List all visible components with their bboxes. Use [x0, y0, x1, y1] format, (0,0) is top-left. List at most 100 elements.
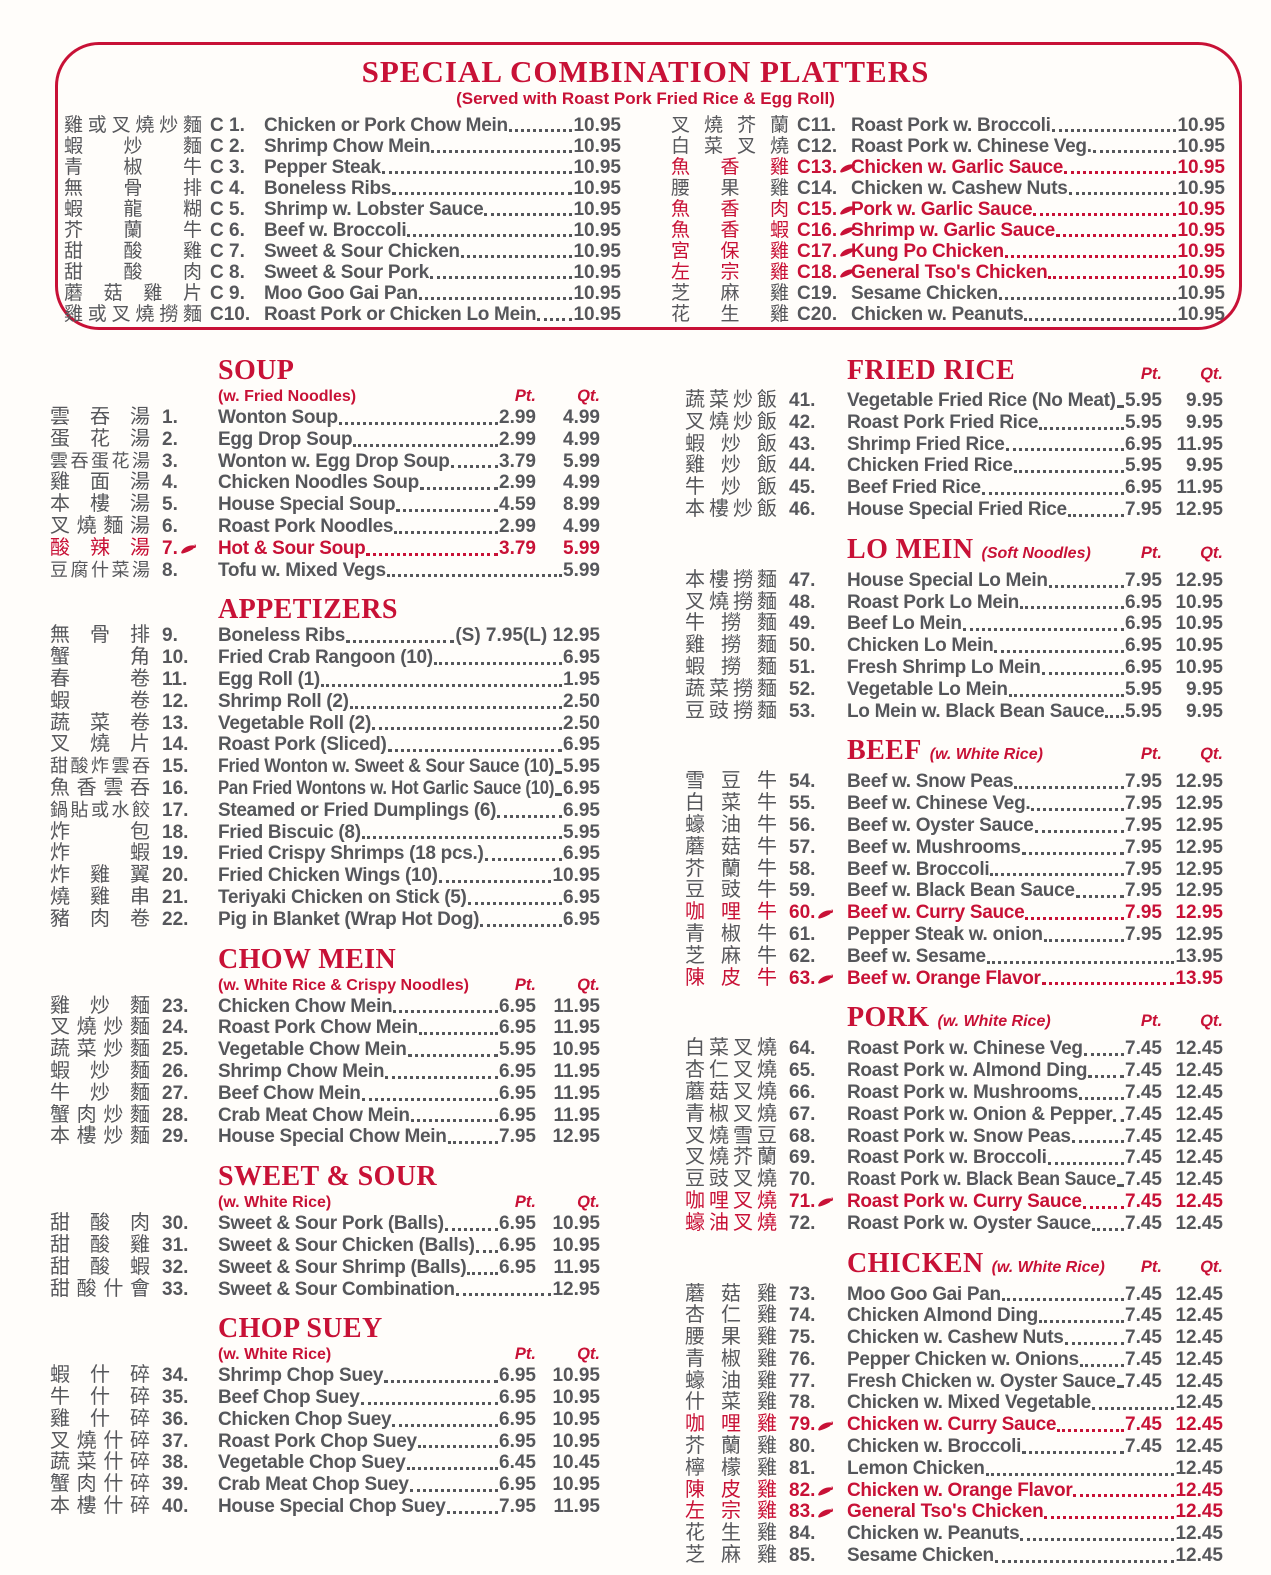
item-number: 81. [789, 1458, 831, 1480]
item-chinese: 左宗雞 [671, 262, 789, 283]
chinese-char: 飯 [757, 454, 777, 477]
item-chinese: 蔬菜炒麵 [50, 1038, 150, 1061]
chinese-char: 什 [90, 1364, 110, 1387]
item-chinese: 甜酸什會 [50, 1278, 150, 1301]
item-chinese: 花生雞 [685, 1522, 777, 1545]
chinese-char: 卷 [130, 689, 150, 712]
leader-dots [1075, 895, 1125, 899]
item-price-qt: 10.95 [552, 865, 600, 887]
menu-item-row: 甜酸什會 33. Sweet & Sour Combination 12.95 [50, 1278, 600, 1301]
item-name: Chicken w. Peanuts [847, 1523, 1020, 1545]
item-price-qt: 10.95 [1175, 656, 1223, 678]
item-number: 28. [162, 1105, 206, 1127]
item-number: 15. [162, 756, 206, 778]
item-name: Fresh Shrimp Lo Mein [847, 656, 1041, 678]
section-title: SOUP [218, 355, 295, 386]
menu-item-row: 陳皮牛 63. Beef w. Orange Flavor 13.95 [685, 967, 1223, 990]
item-price-qt: 10.95 [552, 1234, 600, 1256]
chinese-char: 雞 [757, 1326, 777, 1349]
menu-item-row: 酸辣湯 7. Hot & Sour Soup 3.79 5.99 [50, 537, 600, 560]
item-price-pt: 6.95 [499, 1017, 536, 1039]
qt-column-header: Qt. [1200, 365, 1223, 383]
chinese-char: 肉 [90, 907, 110, 930]
item-price-pt: 6.95 [499, 1213, 536, 1235]
chinese-char: 雞 [757, 1544, 777, 1567]
item-chinese: 白菜叉燒 [685, 1038, 777, 1060]
leader-dots [409, 1489, 499, 1493]
leader-dots [455, 1293, 552, 1297]
section: CHICKEN (w. White Rice) Pt. Qt. 蘑菇雞 73. Moo Go… [685, 1248, 1223, 1567]
leader-dots [371, 727, 563, 731]
leader-dots [1014, 786, 1125, 790]
item-chinese: 蔬菜撈麵 [685, 678, 777, 701]
menu-item-row: 雞什碎 36. Chicken Chop Suey 6.95 10.95 [50, 1408, 600, 1431]
menu-item-row: 魚 香 肉 C15. Pork w. Garlic Sauce 10.95 [671, 199, 1225, 220]
chili-pepper-icon [840, 247, 856, 257]
chinese-char: 菜 [76, 1451, 97, 1474]
chinese-char: 牛 [757, 944, 777, 967]
chinese-char: 炸 [91, 756, 109, 777]
item-chinese: 叉燒芥蘭 [671, 115, 789, 136]
item-chinese: 豆豉撈麵 [685, 700, 777, 723]
item-chinese: 雞或叉燒炒麵 [64, 115, 202, 136]
item-chinese: 雞撈麵 [685, 634, 777, 657]
item-number-text: 17. [162, 799, 189, 821]
item-number: 24. [162, 1017, 206, 1039]
item-number-text: C15. [797, 199, 838, 220]
item-name: Beef w. Broccoli [264, 220, 407, 241]
chinese-char: 叉 [685, 410, 705, 433]
item-price-qt: 13.95 [1175, 945, 1223, 967]
chinese-char: 果 [721, 1326, 741, 1349]
chinese-char: 炒 [90, 1081, 110, 1104]
item-name: Crab Meat Chow Mein [218, 1104, 410, 1126]
leader-dots [385, 1075, 499, 1079]
platters-subtitle: (Served with Roast Pork Fried Rice & Egg… [456, 89, 835, 108]
item-number: C 3. [210, 157, 256, 178]
item-number: 43. [789, 434, 831, 456]
qt-column-header: Qt. [577, 1193, 600, 1212]
section-subtitle: (Soft Noodles) [981, 544, 1091, 562]
item-price-qt: 10.95 [552, 1213, 600, 1235]
item-number-text: C 3. [210, 157, 245, 178]
item-price-pt: 6.95 [499, 1430, 536, 1452]
item-price-qt: 11.95 [553, 1017, 601, 1039]
section-subtitle: (w. Fried Noodles) [218, 388, 357, 405]
item-name: Roast Pork w. Oyster Sauce [847, 1212, 1091, 1234]
item-price-pt: 6.45 [499, 1452, 536, 1474]
menu-item-row: 雞或叉燒炒麵 C 1. Chicken or Pork Chow Mein 10.95 [64, 115, 621, 136]
item-name: Roast Pork Fried Rice [847, 411, 1039, 433]
menu-item-row: 杏仁叉燒 65. Roast Pork w. Almond Ding 7.45 12.4… [685, 1059, 1223, 1082]
chinese-char: 哩 [721, 901, 741, 924]
item-price-pt: 6.95 [499, 1256, 536, 1278]
item-name: Roast Pork (Sliced) [218, 734, 387, 756]
item-chinese: 雲吞湯 [50, 406, 150, 429]
chinese-char: 燒 [135, 304, 155, 325]
menu-item-row: 蠔油叉燒 72. Roast Pork w. Oyster Sauce 7.45 12.… [685, 1212, 1223, 1235]
menu-item-row: 蘑菇雞 73. Moo Goo Gai Pan 7.45 12.45 [685, 1283, 1223, 1306]
item-number: C 6. [210, 220, 256, 241]
leader-dots [555, 770, 563, 774]
item-name: Roast Pork w. Onion & Pepper [847, 1103, 1113, 1125]
chinese-char: 菜 [721, 792, 741, 815]
item-chinese: 春卷 [50, 668, 150, 691]
item-chinese: 蘑菇雞片 [64, 283, 202, 304]
item-number-text: 41. [789, 390, 816, 411]
item-price-pt: 7.95 [1125, 771, 1162, 793]
item-price-qt: 10.95 [573, 304, 621, 325]
item-chinese: 雞炒飯 [685, 455, 777, 477]
item-number: 45. [789, 477, 831, 499]
item-price-pt: (S) 7.95 [455, 625, 523, 647]
item-number-text: C16. [797, 220, 838, 241]
item-price-pt: 5.95 [1125, 455, 1162, 477]
chinese-char: 雞 [685, 634, 705, 657]
item-number-text: C 5. [210, 199, 245, 220]
item-price-qt: 10.95 [1177, 115, 1225, 136]
item-price-pt: 7.45 [1125, 1081, 1162, 1103]
item-number: 6. [162, 516, 206, 538]
chinese-char: 蝦 [64, 199, 84, 220]
item-number-text: 9. [162, 625, 178, 647]
menu-item-row: 咖哩雞 79. Chicken w. Curry Sauce 7.45 12.45 [685, 1413, 1223, 1436]
leader-dots [444, 1227, 499, 1231]
item-chinese: 雲吞蛋花湯 [50, 451, 150, 473]
item-chinese: 芝麻雞 [685, 1544, 777, 1567]
